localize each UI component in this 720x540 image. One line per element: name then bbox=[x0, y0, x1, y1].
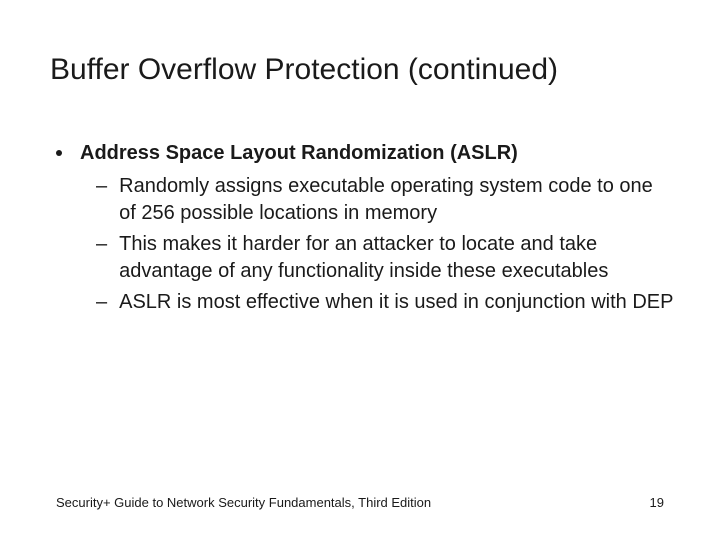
bullet-level2-text: This makes it harder for an attacker to … bbox=[119, 231, 674, 285]
bullet-dash-icon: – bbox=[96, 173, 107, 200]
slide-footer: Security+ Guide to Network Security Fund… bbox=[56, 495, 664, 510]
slide: Buffer Overflow Protection (continued) A… bbox=[0, 0, 720, 540]
bullet-dot-icon bbox=[56, 150, 62, 156]
slide-title: Buffer Overflow Protection (continued) bbox=[50, 52, 670, 88]
bullet-level2: – Randomly assigns executable operating … bbox=[96, 173, 674, 227]
bullet-level2-text: Randomly assigns executable operating sy… bbox=[119, 173, 674, 227]
slide-body: Address Space Layout Randomization (ASLR… bbox=[56, 140, 674, 320]
footer-page-number: 19 bbox=[650, 495, 664, 510]
bullet-level1: Address Space Layout Randomization (ASLR… bbox=[56, 140, 674, 167]
bullet-level2: – ASLR is most effective when it is used… bbox=[96, 289, 674, 316]
bullet-dash-icon: – bbox=[96, 289, 107, 316]
bullet-level2-text: ASLR is most effective when it is used i… bbox=[119, 289, 673, 316]
footer-source: Security+ Guide to Network Security Fund… bbox=[56, 495, 431, 510]
bullet-dash-icon: – bbox=[96, 231, 107, 258]
bullet-level2: – This makes it harder for an attacker t… bbox=[96, 231, 674, 285]
bullet-level1-text: Address Space Layout Randomization (ASLR… bbox=[80, 140, 518, 167]
